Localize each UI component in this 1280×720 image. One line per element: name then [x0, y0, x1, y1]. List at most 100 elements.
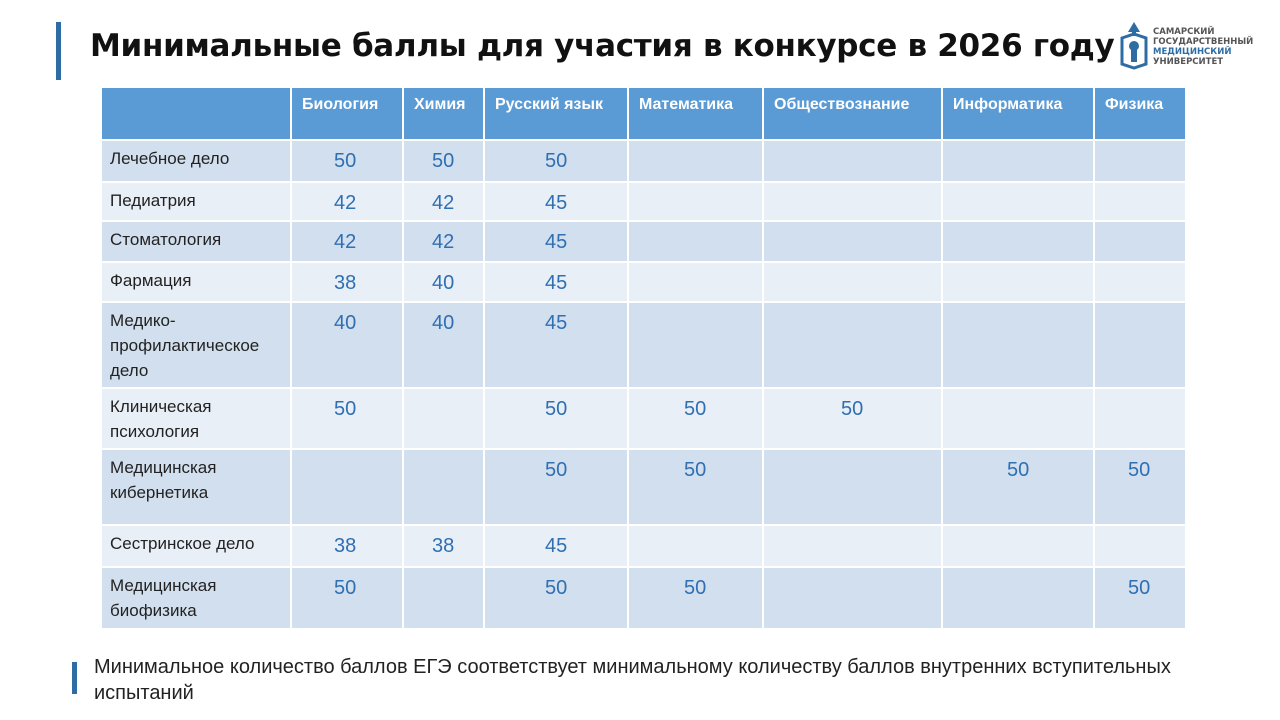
score-cell: 50: [629, 389, 762, 448]
score-cell: [943, 568, 1093, 628]
header-cell-informatics: Информатика: [943, 88, 1093, 139]
score-cell: [629, 303, 762, 387]
program-name: Медико-профилактическое дело: [102, 303, 290, 387]
score-cell: [404, 389, 483, 448]
header-cell-program: [102, 88, 290, 139]
score-cell: [1095, 303, 1185, 387]
scores-table: Биология Химия Русский язык Математика О…: [100, 86, 1187, 630]
table-row: Фармация 38 40 45: [102, 263, 1185, 301]
score-cell: [629, 263, 762, 301]
score-cell: 50: [485, 450, 627, 524]
table-row: Медико-профилактическое дело 40 40 45: [102, 303, 1185, 387]
header-cell-chemistry: Химия: [404, 88, 483, 139]
score-cell: [764, 263, 941, 301]
score-cell: [943, 141, 1093, 181]
program-name: Сестринское дело: [102, 526, 290, 566]
score-cell: 50: [943, 450, 1093, 524]
header-cell-russian: Русский язык: [485, 88, 627, 139]
score-cell: [943, 389, 1093, 448]
score-cell: 45: [485, 183, 627, 220]
footer-note: Минимальное количество баллов ЕГЭ соотве…: [94, 656, 1171, 704]
table-header-row: Биология Химия Русский язык Математика О…: [102, 88, 1185, 139]
program-name: Лечебное дело: [102, 141, 290, 181]
score-cell: 50: [485, 389, 627, 448]
score-cell: [943, 183, 1093, 220]
score-cell: [764, 141, 941, 181]
score-cell: 40: [292, 303, 402, 387]
score-cell: [1095, 263, 1185, 301]
score-cell: [764, 526, 941, 566]
table-row: Клиническая психология 50 50 50 50: [102, 389, 1185, 448]
score-cell: 40: [404, 263, 483, 301]
score-cell: 45: [485, 526, 627, 566]
logo-line: ГОСУДАРСТВЕННЫЙ: [1153, 37, 1254, 47]
score-cell: 38: [292, 263, 402, 301]
score-cell: [1095, 526, 1185, 566]
logo-line: САМАРСКИЙ: [1153, 27, 1215, 37]
university-emblem-icon: [1120, 22, 1148, 70]
score-cell: 38: [292, 526, 402, 566]
program-name: Педиатрия: [102, 183, 290, 220]
logo-line: УНИВЕРСИТЕТ: [1153, 57, 1224, 67]
program-name: Стоматология: [102, 222, 290, 261]
score-cell: [943, 263, 1093, 301]
score-cell: [764, 222, 941, 261]
score-cell: 50: [292, 568, 402, 628]
university-logo: САМАРСКИЙ ГОСУДАРСТВЕННЫЙ МЕДИЦИНСКИЙ УН…: [1118, 20, 1258, 72]
score-cell: [629, 141, 762, 181]
header-cell-math: Математика: [629, 88, 762, 139]
score-cell: [764, 183, 941, 220]
score-cell: [764, 303, 941, 387]
score-cell: [1095, 183, 1185, 220]
score-cell: [943, 303, 1093, 387]
program-name: Медицинская биофизика: [102, 568, 290, 628]
score-cell: 50: [629, 450, 762, 524]
footer-accent-bar: [72, 662, 77, 694]
program-name: Клиническая психология: [102, 389, 290, 448]
score-cell: [764, 568, 941, 628]
score-cell: 50: [292, 389, 402, 448]
header-cell-biology: Биология: [292, 88, 402, 139]
score-cell: 45: [485, 303, 627, 387]
header-cell-social: Обществознание: [764, 88, 941, 139]
score-cell: [629, 526, 762, 566]
score-cell: 45: [485, 222, 627, 261]
table-row: Медицинская кибернетика 50 50 50 50: [102, 450, 1185, 524]
logo-text: САМАРСКИЙ ГОСУДАРСТВЕННЫЙ МЕДИЦИНСКИЙ УН…: [1153, 27, 1253, 67]
score-cell: 45: [485, 263, 627, 301]
program-name: Фармация: [102, 263, 290, 301]
score-cell: 42: [292, 183, 402, 220]
score-cell: [292, 450, 402, 524]
title-accent-bar: [56, 22, 61, 80]
page-title: Минимальные баллы для участия в конкурсе…: [90, 28, 1115, 64]
score-cell: 40: [404, 303, 483, 387]
score-cell: 50: [629, 568, 762, 628]
score-cell: 42: [292, 222, 402, 261]
score-cell: [1095, 141, 1185, 181]
score-cell: [629, 222, 762, 261]
score-cell: 38: [404, 526, 483, 566]
program-name: Медицинская кибернетика: [102, 450, 290, 524]
table-row: Педиатрия 42 42 45: [102, 183, 1185, 220]
score-cell: 50: [1095, 568, 1185, 628]
score-cell: 50: [485, 568, 627, 628]
score-cell: 50: [485, 141, 627, 181]
score-cell: 50: [764, 389, 941, 448]
table-row: Лечебное дело 50 50 50: [102, 141, 1185, 181]
score-cell: [1095, 222, 1185, 261]
table-row: Стоматология 42 42 45: [102, 222, 1185, 261]
score-cell: [404, 568, 483, 628]
header-cell-physics: Физика: [1095, 88, 1185, 139]
score-cell: [404, 450, 483, 524]
score-cell: [764, 450, 941, 524]
table-row: Медицинская биофизика 50 50 50 50: [102, 568, 1185, 628]
score-cell: 50: [1095, 450, 1185, 524]
score-cell: [943, 222, 1093, 261]
logo-line: МЕДИЦИНСКИЙ: [1153, 47, 1232, 57]
score-cell: 50: [292, 141, 402, 181]
score-cell: [943, 526, 1093, 566]
score-cell: 42: [404, 183, 483, 220]
score-cell: 42: [404, 222, 483, 261]
table-row: Сестринское дело 38 38 45: [102, 526, 1185, 566]
score-cell: 50: [404, 141, 483, 181]
